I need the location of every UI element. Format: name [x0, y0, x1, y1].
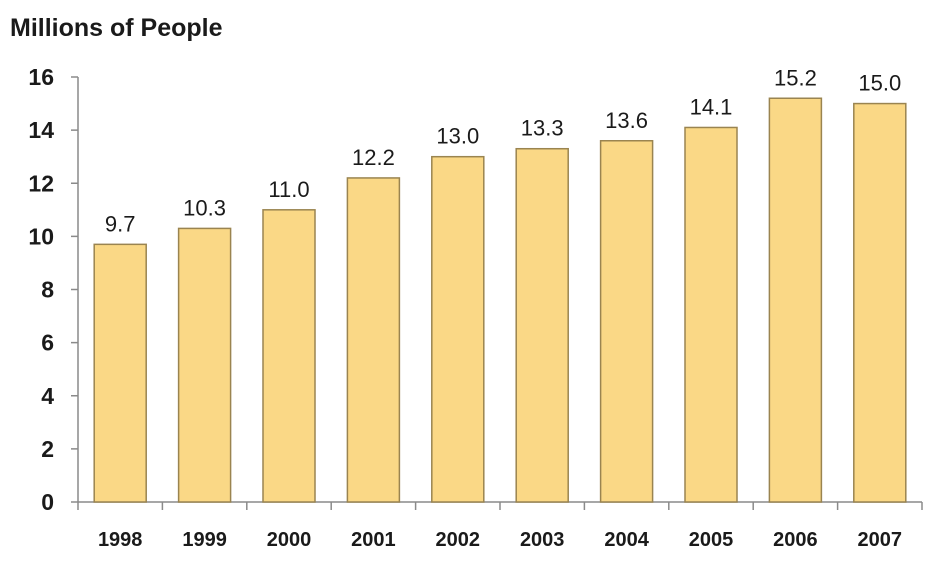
x-tick-label: 2002	[436, 529, 481, 551]
x-tick-label: 2000	[267, 529, 312, 551]
y-tick-label: 6	[41, 330, 54, 356]
x-tick-label: 2003	[520, 529, 565, 551]
bar	[262, 209, 316, 503]
bar	[346, 177, 401, 503]
data-label: 13.6	[605, 108, 648, 133]
bar	[768, 97, 823, 503]
x-tick-label: 2004	[604, 529, 649, 551]
y-tick-label: 14	[28, 117, 54, 143]
bar	[599, 140, 654, 503]
x-tick-label: 2006	[773, 529, 818, 551]
bar	[853, 102, 907, 503]
y-tick-label: 16	[28, 64, 54, 90]
y-tick-label: 12	[28, 170, 54, 196]
data-label: 13.0	[436, 124, 479, 149]
y-tick-label: 0	[41, 489, 54, 515]
y-axis-title: Millions of People	[10, 14, 223, 42]
bar	[684, 126, 738, 503]
bar	[431, 155, 485, 503]
bar	[515, 147, 569, 503]
data-label: 14.1	[690, 94, 733, 119]
labels-layer: 9.7 1998 10.3 1999 11.0 2000 12.2 2001 13.0 2002 1…	[98, 65, 902, 551]
data-label: 12.2	[352, 145, 395, 170]
x-tick-label: 1998	[98, 529, 143, 551]
y-tick-label: 10	[28, 223, 54, 249]
y-tick-label: 2	[41, 436, 54, 462]
data-label: 15.2	[774, 65, 817, 90]
x-tick-label: 2007	[858, 529, 903, 551]
data-label: 15.0	[858, 71, 901, 96]
bar	[93, 243, 147, 503]
x-tick-label: 2001	[351, 529, 396, 551]
data-label: 11.0	[268, 177, 309, 202]
bar	[177, 227, 232, 503]
x-tick-label: 2005	[689, 529, 734, 551]
data-label: 13.3	[521, 116, 564, 141]
bars-layer	[93, 97, 907, 503]
x-tick-label: 1999	[182, 529, 227, 551]
data-label: 10.3	[183, 195, 226, 220]
y-tick-label: 8	[41, 277, 54, 303]
data-label: 9.7	[105, 211, 136, 236]
y-tick-label: 4	[41, 383, 54, 409]
